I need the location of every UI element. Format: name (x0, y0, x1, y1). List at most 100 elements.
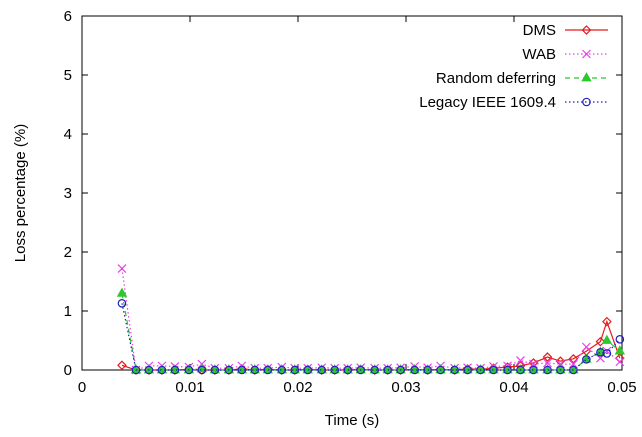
point-marker (156, 364, 168, 374)
point-marker (542, 364, 553, 374)
point-marker (355, 364, 366, 374)
point-marker (356, 365, 365, 375)
point-marker (582, 355, 591, 364)
point-marker (262, 364, 273, 374)
point-marker (396, 365, 405, 375)
y-tick-label: 6 (64, 8, 72, 25)
point-marker (117, 264, 127, 273)
point-marker (143, 364, 155, 374)
point-marker (568, 364, 579, 374)
legend-entry: DMS (523, 22, 608, 39)
point-marker (543, 365, 552, 375)
point-marker (568, 353, 579, 364)
y-tick-label: 1 (64, 303, 72, 320)
point-marker (615, 335, 625, 344)
marker-stroke (543, 358, 552, 368)
point-marker (529, 365, 538, 375)
marker-stroke (516, 356, 525, 365)
axes: 0 0.01 0.02 0.03 0.04 0.05 0 1 2 3 4 5 6 (64, 8, 637, 396)
point-marker (236, 364, 248, 374)
point-marker (316, 364, 327, 374)
point-marker (582, 49, 591, 59)
point-marker (475, 364, 486, 374)
point-marker (581, 342, 591, 352)
x-tick-label: 0.02 (283, 379, 312, 396)
point-marker (329, 364, 340, 374)
point-marker (223, 364, 235, 374)
point-marker (503, 365, 512, 375)
point-marker (290, 365, 300, 375)
point-marker (370, 365, 379, 375)
x-tick-label: 0.01 (175, 379, 204, 396)
point-marker (343, 365, 352, 375)
point-marker (224, 365, 234, 375)
point-marker (117, 360, 127, 371)
point-marker (249, 364, 260, 374)
point-marker (197, 365, 207, 375)
y-tick-label: 2 (64, 244, 72, 261)
point-marker (476, 365, 485, 375)
point-marker (395, 364, 406, 374)
y-tick-label: 3 (64, 185, 72, 202)
point-marker (449, 364, 460, 374)
legend-label: Random deferring (436, 70, 556, 87)
legend: DMS WAB Random deferring Legacy IEEE 1609.4 (419, 22, 608, 111)
point-marker (569, 365, 578, 375)
point-marker (330, 365, 340, 375)
point-marker (462, 364, 473, 374)
point-marker (450, 365, 459, 375)
point-marker (502, 364, 513, 374)
y-tick-label: 0 (64, 362, 72, 379)
point-marker (556, 365, 565, 375)
series-random-deferring (116, 287, 626, 374)
legend-entry: Legacy IEEE 1609.4 (419, 94, 608, 111)
point-marker (488, 364, 499, 374)
y-axis-label: Loss percentage (%) (12, 124, 29, 262)
point-marker (615, 357, 625, 367)
legend-label: Legacy IEEE 1609.4 (419, 94, 556, 111)
point-marker (289, 364, 300, 374)
point-marker (423, 365, 432, 375)
point-marker (555, 364, 566, 374)
point-marker (303, 365, 313, 375)
x-tick-label: 0.04 (499, 379, 528, 396)
point-marker (409, 364, 420, 374)
x-tick-label: 0.05 (607, 379, 636, 396)
point-marker (410, 365, 419, 375)
point-marker (369, 364, 380, 374)
legend-label: DMS (523, 22, 556, 39)
point-marker (516, 365, 525, 375)
point-marker (602, 316, 612, 327)
point-marker (184, 365, 194, 375)
point-marker (463, 365, 472, 375)
point-marker (383, 365, 392, 375)
point-marker (116, 287, 128, 297)
point-marker (489, 365, 498, 375)
series-wab (117, 264, 625, 375)
legend-label: WAB (522, 46, 556, 63)
point-marker (302, 364, 313, 374)
point-marker (596, 347, 605, 357)
legend-entry: WAB (522, 46, 608, 63)
point-marker (237, 365, 247, 375)
point-marker (131, 365, 141, 375)
legend-entry: Random deferring (436, 70, 608, 87)
point-marker (602, 349, 612, 358)
point-marker (543, 358, 552, 368)
y-tick-label: 4 (64, 126, 72, 143)
point-marker (144, 365, 154, 375)
point-marker (614, 345, 626, 355)
y-tick-label: 5 (64, 67, 72, 84)
marker-stroke (582, 49, 591, 59)
point-marker (542, 352, 553, 362)
point-marker (342, 364, 353, 374)
marker-stroke (615, 357, 625, 367)
point-marker (276, 364, 287, 374)
point-marker (581, 72, 592, 82)
point-marker (422, 364, 433, 374)
series-legacy-ieee-1609-4 (117, 299, 625, 375)
point-marker (436, 365, 445, 375)
point-marker (209, 364, 221, 374)
x-tick-label: 0 (78, 379, 86, 396)
point-marker (183, 364, 195, 374)
